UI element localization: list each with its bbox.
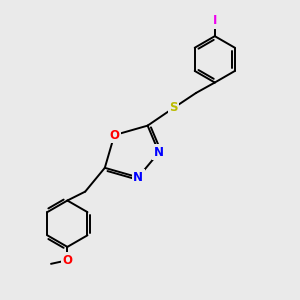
Text: N: N [133, 171, 143, 184]
Text: S: S [169, 101, 178, 114]
Text: O: O [109, 129, 119, 142]
Text: I: I [213, 14, 217, 27]
Text: O: O [62, 254, 72, 267]
Text: N: N [154, 146, 164, 159]
